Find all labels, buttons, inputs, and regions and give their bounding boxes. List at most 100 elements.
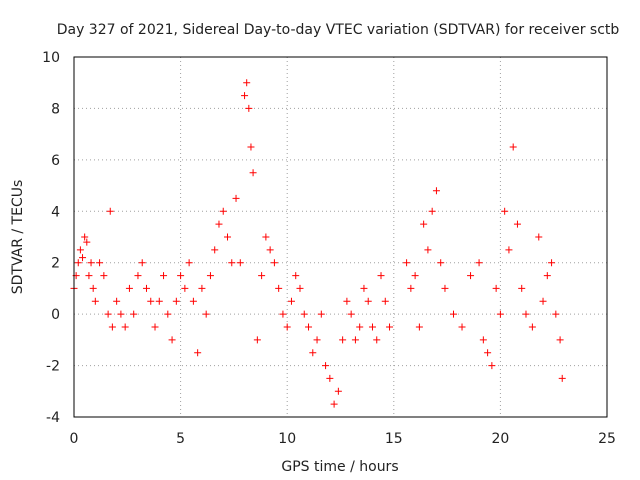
data-point xyxy=(279,310,287,318)
data-point xyxy=(142,284,150,292)
data-point xyxy=(475,259,483,267)
data-point xyxy=(91,297,99,305)
data-point xyxy=(198,284,206,292)
data-point xyxy=(228,259,236,267)
data-point xyxy=(160,272,168,280)
data-point xyxy=(130,310,138,318)
data-point xyxy=(151,323,159,331)
data-point xyxy=(509,143,517,151)
data-point xyxy=(283,323,291,331)
data-point xyxy=(79,254,87,262)
data-point xyxy=(339,336,347,344)
data-point xyxy=(168,336,176,344)
y-axis-ticks: -4 -2 0 2 4 6 8 10 xyxy=(42,50,60,426)
data-point xyxy=(360,284,368,292)
data-point xyxy=(296,284,304,292)
data-point xyxy=(74,259,82,267)
data-point xyxy=(317,310,325,318)
data-point xyxy=(492,284,500,292)
data-point xyxy=(458,323,466,331)
data-point xyxy=(373,336,381,344)
data-point xyxy=(535,233,543,241)
data-point xyxy=(189,297,197,305)
data-point xyxy=(505,246,513,254)
data-point xyxy=(247,143,255,151)
data-point xyxy=(437,259,445,267)
data-point xyxy=(449,310,457,318)
data-point xyxy=(266,246,274,254)
data-point xyxy=(117,310,125,318)
data-point xyxy=(368,323,376,331)
data-point xyxy=(522,310,530,318)
data-point xyxy=(548,259,556,267)
y-tick-label: 8 xyxy=(51,101,60,117)
x-tick-label: 20 xyxy=(491,431,509,447)
data-point xyxy=(432,187,440,195)
data-point xyxy=(113,297,121,305)
data-point xyxy=(496,310,504,318)
data-point xyxy=(108,323,116,331)
data-point xyxy=(364,297,372,305)
x-tick-label: 25 xyxy=(598,431,616,447)
x-axis-title: GPS time / hours xyxy=(281,459,398,475)
x-tick-label: 10 xyxy=(278,431,296,447)
data-point xyxy=(403,259,411,267)
data-point xyxy=(539,297,547,305)
data-points xyxy=(70,79,566,408)
data-point xyxy=(381,297,389,305)
data-point xyxy=(155,297,163,305)
data-point xyxy=(415,323,423,331)
data-point xyxy=(194,349,202,357)
data-point xyxy=(185,259,193,267)
data-point xyxy=(121,323,129,331)
data-point xyxy=(202,310,210,318)
data-point xyxy=(377,272,385,280)
data-point xyxy=(224,233,232,241)
data-point xyxy=(484,349,492,357)
data-point xyxy=(96,259,104,267)
y-tick-label: 2 xyxy=(51,256,60,272)
data-point xyxy=(407,284,415,292)
data-point xyxy=(556,336,564,344)
data-point xyxy=(83,238,91,246)
data-point xyxy=(85,272,93,280)
data-point xyxy=(262,233,270,241)
data-point xyxy=(241,92,249,100)
data-point xyxy=(219,207,227,215)
data-point xyxy=(424,246,432,254)
chart-title: Day 327 of 2021, Sidereal Day-to-day VTE… xyxy=(57,22,620,38)
x-tick-label: 15 xyxy=(385,431,403,447)
data-point xyxy=(411,272,419,280)
x-axis-ticks: 0 5 10 15 20 25 xyxy=(70,431,616,447)
data-point xyxy=(513,220,521,228)
data-point xyxy=(215,220,223,228)
data-point xyxy=(326,374,334,382)
data-point xyxy=(211,246,219,254)
data-point xyxy=(249,169,257,177)
data-point xyxy=(236,259,244,267)
x-tick-label: 5 xyxy=(176,431,185,447)
data-point xyxy=(147,297,155,305)
data-point xyxy=(164,310,172,318)
data-point xyxy=(292,272,300,280)
data-point xyxy=(347,310,355,318)
data-point xyxy=(479,336,487,344)
data-point xyxy=(313,336,321,344)
y-tick-label: 6 xyxy=(51,153,60,169)
data-point xyxy=(488,362,496,370)
x-tick-label: 0 xyxy=(70,431,79,447)
data-point xyxy=(467,272,475,280)
data-point xyxy=(309,349,317,357)
data-point xyxy=(528,323,536,331)
data-point xyxy=(134,272,142,280)
y-tick-label: -4 xyxy=(46,410,60,426)
data-point xyxy=(232,194,240,202)
data-point xyxy=(356,323,364,331)
data-point xyxy=(89,284,97,292)
data-point xyxy=(386,323,394,331)
data-point xyxy=(552,310,560,318)
data-point xyxy=(181,284,189,292)
data-point xyxy=(106,207,114,215)
data-point xyxy=(558,374,566,382)
